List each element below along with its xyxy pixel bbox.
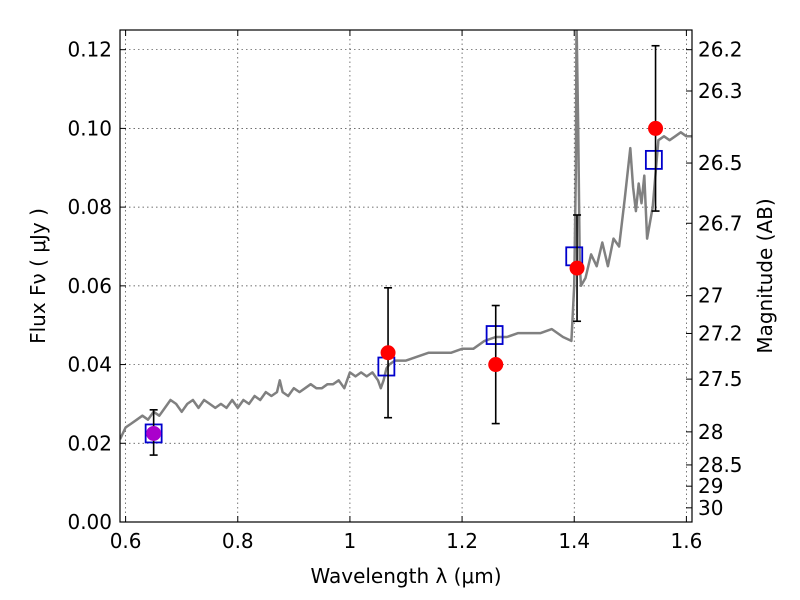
plot-area <box>120 30 692 444</box>
model-square-point <box>644 149 663 170</box>
right-tick-label: 29 <box>698 474 723 498</box>
right-tick-label: 27.5 <box>698 367 743 391</box>
right-tick-label: 28 <box>698 420 723 444</box>
right-tick-label: 27.2 <box>698 321 743 345</box>
right-tick-label: 26.5 <box>698 151 743 175</box>
x-tick-label: 0.8 <box>222 529 254 553</box>
y-tick-label: 0.08 <box>67 195 112 219</box>
x-tick-label: 1 <box>344 529 357 553</box>
x-tick-label: 0.6 <box>110 529 142 553</box>
y-tick-label: 0.00 <box>67 510 112 534</box>
right-tick-label: 26.3 <box>698 79 743 103</box>
errorbars <box>146 44 664 456</box>
y-tick-label: 0.04 <box>67 353 112 377</box>
y-tick-label: 0.12 <box>67 38 112 62</box>
right-tick-label: 28.5 <box>698 453 743 477</box>
model-square-point <box>485 325 504 345</box>
grid <box>120 30 692 523</box>
x-tick-label: 1.2 <box>446 529 478 553</box>
x-axis-label: Wavelength λ (μm) <box>310 564 501 588</box>
observed-point <box>146 425 162 441</box>
x-tick-label: 1.4 <box>558 529 590 553</box>
right-tick-label: 26.2 <box>698 38 743 62</box>
axis-ticks: 0.6 0.8 1 1.2 1.4 1.6 0.00 0.02 0.04 0.06 0.08 0.10… <box>67 30 743 553</box>
observed-point <box>380 345 396 361</box>
y-tick-label: 0.06 <box>67 274 112 298</box>
right-tick-label: 26.7 <box>698 211 743 235</box>
observed-point <box>648 120 664 136</box>
right-axis-label: Magnitude (AB) <box>753 198 777 353</box>
spectrum-line <box>120 30 692 440</box>
observed-point <box>569 260 585 276</box>
x-tick-label: 1.6 <box>670 529 702 553</box>
y-tick-label: 0.02 <box>67 431 112 455</box>
right-tick-label: 27 <box>698 284 723 308</box>
observed-point <box>488 357 504 373</box>
plot-frame <box>119 29 693 523</box>
right-tick-label: 30 <box>698 496 723 520</box>
y-axis-label: Flux Fν ( μJy ) <box>26 208 50 344</box>
y-tick-label: 0.10 <box>67 116 112 140</box>
